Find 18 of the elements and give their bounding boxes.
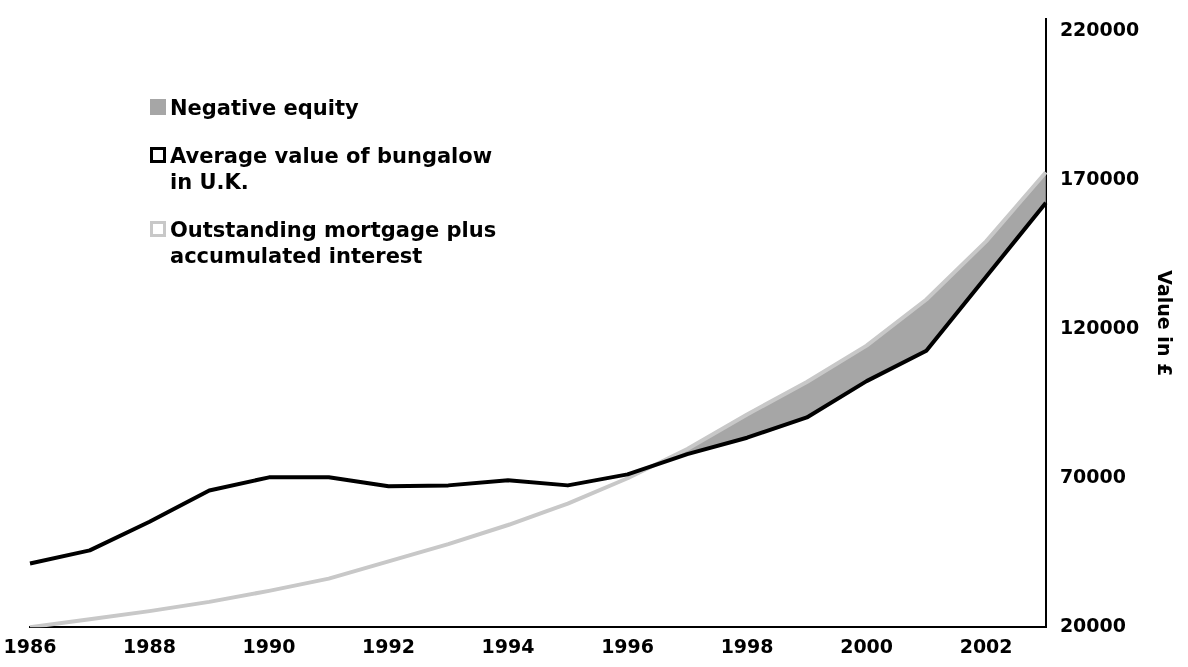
legend-label: Negative equity — [170, 95, 359, 121]
y-tick-label: 220000 — [1059, 18, 1140, 41]
x-tick-label: 1988 — [123, 634, 176, 657]
y-tick-label: 120000 — [1059, 316, 1140, 339]
x-tick-label: 1992 — [362, 634, 415, 657]
x-tick-label: 2002 — [959, 634, 1013, 657]
legend-label: Outstanding mortgage plus accumulated interest — [170, 217, 498, 269]
x-tick-label: 1996 — [601, 634, 655, 657]
x-tick-label: 1986 — [3, 634, 57, 657]
y-axis-title: Value in £ — [1153, 270, 1176, 377]
x-tick-label: 1998 — [720, 634, 774, 657]
y-tick-label: 170000 — [1059, 167, 1140, 190]
y-tick-label: 20000 — [1059, 614, 1126, 637]
x-tick-label: 1990 — [242, 634, 296, 657]
x-tick-label: 2000 — [840, 634, 894, 657]
x-tick-label: 1994 — [481, 634, 535, 657]
legend-label: Average value of bungalow in U.K. — [170, 143, 494, 195]
y-tick-label: 70000 — [1059, 465, 1126, 488]
